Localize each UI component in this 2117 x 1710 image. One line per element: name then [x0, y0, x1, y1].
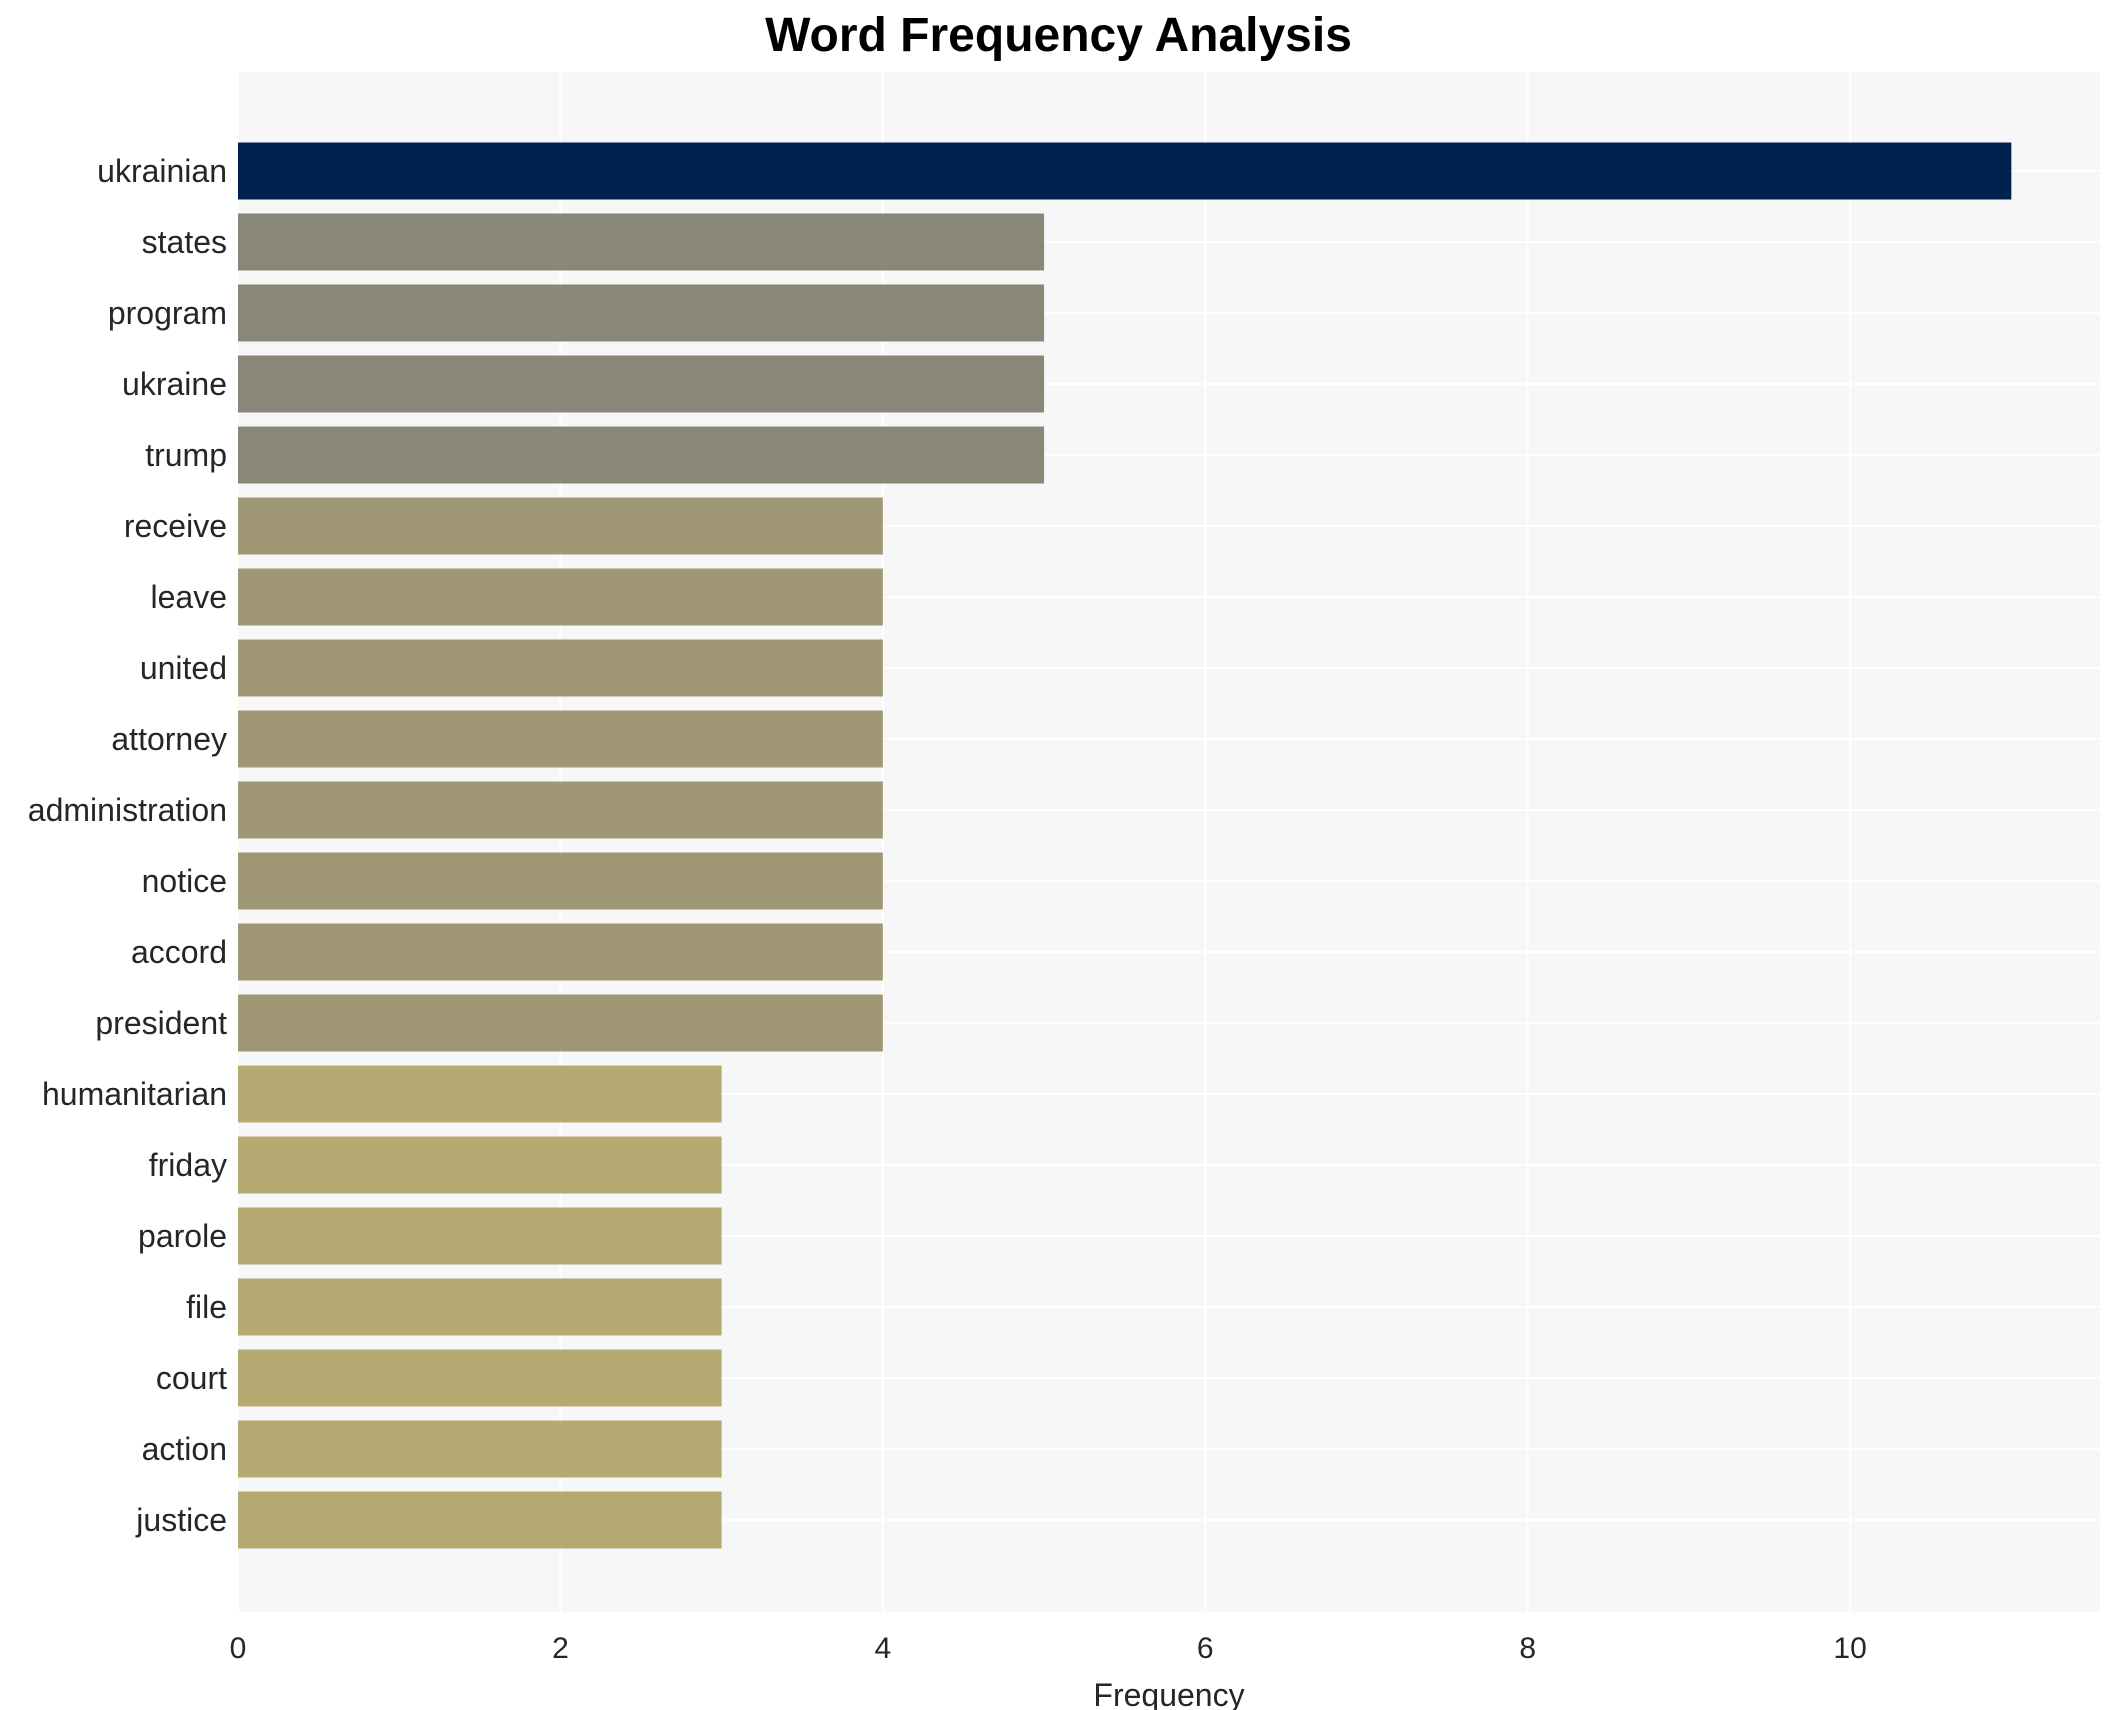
bar-notice [238, 852, 883, 910]
bar-attorney [238, 710, 883, 768]
x-axis-label: Frequency [1093, 1677, 1244, 1710]
category-labels: ukrainian states program ukraine trump receiv… [28, 153, 227, 1538]
category-label-notice: notice [142, 863, 227, 899]
category-label-justice: justice [135, 1502, 227, 1538]
bar-justice [238, 1491, 722, 1549]
category-label-administration: administration [28, 792, 227, 828]
category-label-ukraine: ukraine [122, 366, 227, 402]
bar-friday [238, 1136, 722, 1194]
category-label-program: program [108, 295, 227, 331]
bars [238, 142, 2012, 1549]
bar-states [238, 213, 1045, 271]
bar-ukrainian [238, 142, 2012, 200]
category-label-action: action [142, 1431, 227, 1467]
category-label-receive: receive [124, 508, 227, 544]
bar-file [238, 1278, 722, 1336]
x-axis-ticks: 0 2 4 6 8 10 [230, 1632, 1867, 1665]
category-label-court: court [156, 1360, 227, 1396]
x-tick-label: 0 [230, 1632, 247, 1665]
x-tick-label: 4 [875, 1632, 892, 1665]
bar-leave [238, 568, 883, 626]
category-label-friday: friday [149, 1147, 227, 1183]
bar-program [238, 284, 1045, 342]
bar-parole [238, 1207, 722, 1265]
bar-humanitarian [238, 1065, 722, 1123]
bar-action [238, 1420, 722, 1478]
bar-united [238, 639, 883, 697]
bar-administration [238, 781, 883, 839]
category-label-states: states [142, 224, 227, 260]
category-label-parole: parole [138, 1218, 227, 1254]
category-label-accord: accord [131, 934, 227, 970]
category-label-president: president [95, 1005, 227, 1041]
bar-accord [238, 923, 883, 981]
x-tick-label: 8 [1519, 1632, 1536, 1665]
bar-receive [238, 497, 883, 555]
x-tick-label: 2 [552, 1632, 569, 1665]
category-label-ukrainian: ukrainian [97, 153, 227, 189]
category-label-leave: leave [151, 579, 228, 615]
chart-title: Word Frequency Analysis [765, 9, 1352, 62]
category-label-humanitarian: humanitarian [42, 1076, 227, 1112]
category-label-united: united [140, 650, 227, 686]
category-label-attorney: attorney [111, 721, 227, 757]
bar-ukraine [238, 355, 1045, 413]
bar-president [238, 994, 883, 1052]
x-tick-label: 6 [1197, 1632, 1214, 1665]
x-tick-label: 10 [1833, 1632, 1866, 1665]
category-label-file: file [186, 1289, 227, 1325]
category-label-trump: trump [145, 437, 227, 473]
bar-court [238, 1349, 722, 1407]
bar-trump [238, 426, 1045, 484]
